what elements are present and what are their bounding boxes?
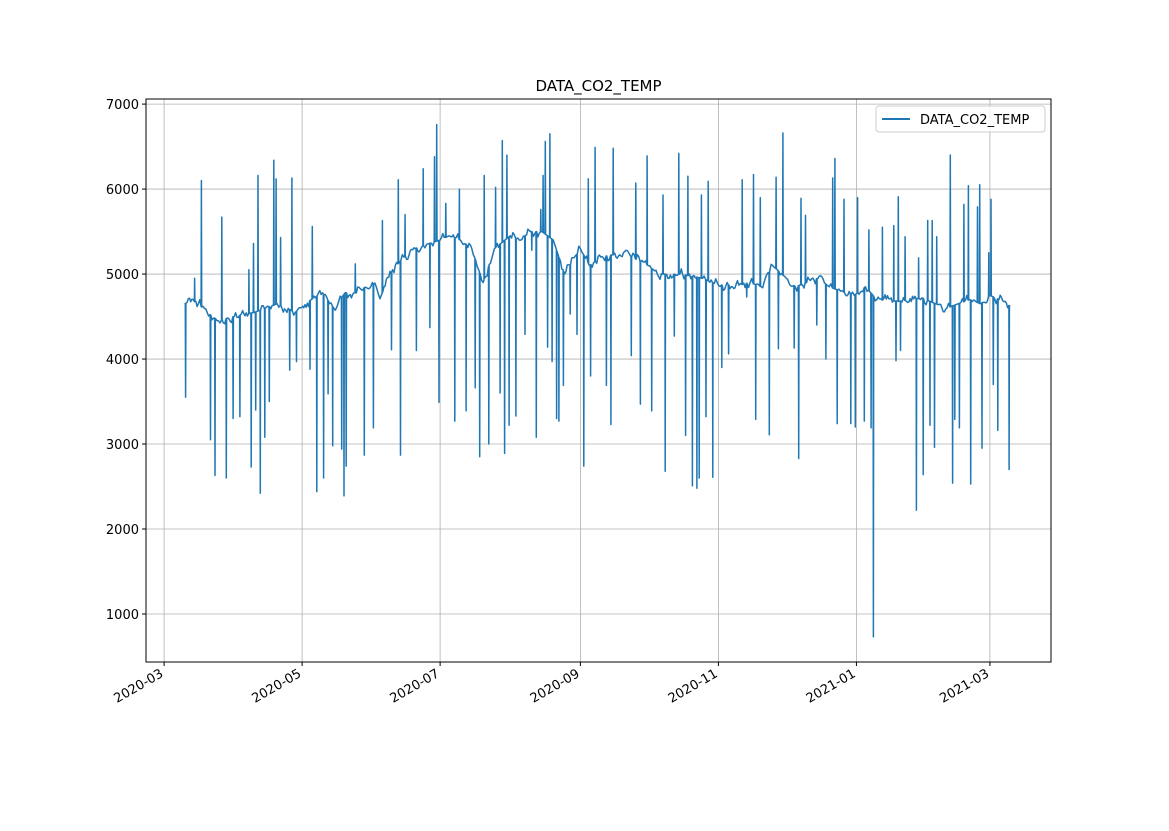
legend-label: DATA_CO2_TEMP [920,113,1029,128]
y-tick-label: 7000 [106,98,139,113]
y-axis: 1000 2000 3000 4000 5000 6000 7000 [106,98,146,623]
y-tick-label: 6000 [106,183,139,198]
grid [146,99,1051,662]
y-tick-label: 2000 [106,523,139,538]
plot-frame [145,98,1052,663]
y-tick-label: 4000 [106,353,139,368]
legend-box [875,105,1046,133]
y-tick-label: 3000 [106,438,139,453]
chart-title: DATA_CO2_TEMP [535,77,661,96]
series-line-data-co2-temp [184,123,1011,638]
legend: DATA_CO2_TEMP [875,105,1046,133]
y-tick-label: 5000 [106,268,139,283]
y-tick-label: 1000 [106,608,139,623]
